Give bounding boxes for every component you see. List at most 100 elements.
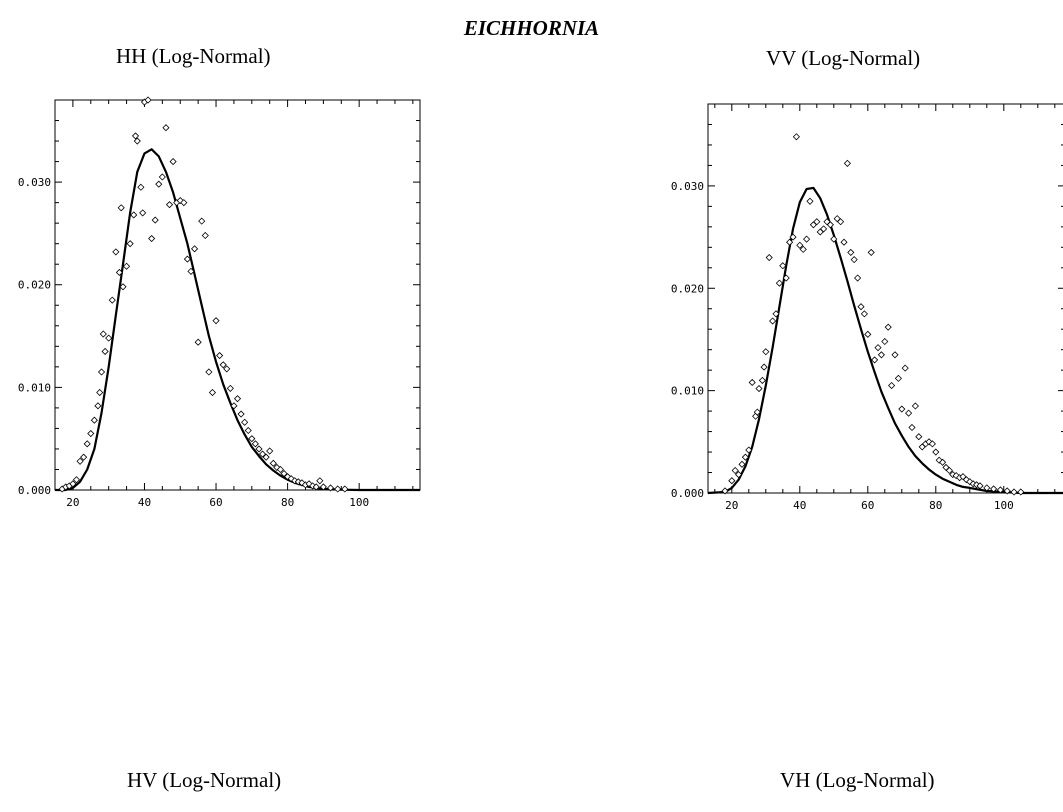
data-point [117, 204, 125, 212]
data-point [198, 217, 206, 225]
data-point [205, 368, 213, 376]
y-tick-label: 0.030 [671, 180, 704, 193]
data-point [112, 248, 120, 256]
data-point [877, 351, 885, 359]
data-point [180, 199, 188, 207]
x-tick-label: 60 [861, 499, 874, 512]
data-point [990, 485, 998, 493]
data-point [258, 450, 267, 458]
data-point [137, 183, 145, 191]
data-point [99, 330, 107, 338]
data-point [738, 460, 746, 468]
data-point [241, 418, 249, 426]
data-point [255, 445, 263, 453]
data-point [105, 334, 113, 342]
data-point [758, 376, 766, 384]
data-point [745, 446, 753, 454]
data-point [226, 384, 234, 392]
data-point [871, 356, 879, 364]
plot-frame [707, 103, 1063, 494]
data-point [857, 303, 865, 311]
x-tick-label: 20 [66, 496, 79, 509]
data-point [187, 267, 195, 275]
data-point [87, 429, 95, 438]
data-point [843, 159, 851, 167]
data-point [131, 132, 140, 140]
y-tick-label: 0.010 [18, 381, 51, 394]
data-point [190, 245, 199, 253]
data-point [996, 486, 1004, 494]
data-point [796, 241, 804, 249]
data-point [976, 482, 984, 490]
data-point [219, 361, 227, 369]
data-point [888, 381, 896, 390]
panel-title-vv: VV (Log-Normal) [766, 46, 921, 70]
x-tick-label: 40 [793, 499, 806, 512]
data-point [775, 279, 783, 287]
x-tick-label: 80 [281, 496, 294, 509]
fit-curve [707, 186, 1063, 495]
data-point [133, 137, 141, 145]
data-point [319, 483, 327, 491]
data-point [874, 344, 882, 352]
data-point [840, 238, 848, 246]
y-tick-label: 0.020 [671, 282, 704, 295]
data-point [803, 235, 811, 243]
data-point [251, 440, 259, 448]
data-point [101, 347, 109, 356]
data-point [769, 317, 777, 325]
y-tick-label: 0.020 [18, 279, 51, 292]
data-point [894, 374, 902, 382]
data-point [126, 240, 134, 248]
data-point [334, 485, 342, 493]
data-point [847, 248, 855, 256]
data-point [983, 484, 991, 492]
data-point [928, 440, 936, 448]
fit-curve [55, 148, 420, 492]
plot-frame [54, 99, 421, 491]
data-point [276, 465, 285, 474]
vv-plot: 20 40 60 80 100 0.000 0.010 0.020 0.030 [671, 103, 1063, 512]
panel-title-hv: HV (Log-Normal) [127, 768, 282, 792]
data-point [169, 158, 177, 166]
data-point [76, 457, 84, 465]
data-point [80, 453, 88, 461]
data-point [901, 364, 909, 372]
data-point [97, 368, 106, 376]
data-point [144, 96, 152, 104]
x-tick-label: 100 [349, 496, 369, 509]
data-point [820, 225, 828, 233]
panel-title-hh: HH (Log-Normal) [116, 44, 271, 68]
data-point [183, 255, 191, 263]
data-point [115, 268, 123, 276]
data-point [148, 234, 156, 243]
data-point [262, 453, 270, 461]
data-point [854, 274, 862, 282]
data-point [108, 296, 116, 304]
data-point [248, 435, 256, 443]
data-point [155, 180, 163, 188]
y-tick-label: 0.000 [18, 484, 51, 497]
y-tick-label: 0.010 [671, 385, 704, 398]
data-point [341, 485, 349, 493]
data-point [813, 218, 821, 226]
data-point [130, 211, 138, 219]
data-point [72, 476, 81, 484]
data-point [123, 262, 131, 270]
data-point [244, 426, 252, 435]
figure-title: EICHHORNIA [463, 16, 600, 40]
data-point [864, 330, 872, 338]
data-point [1010, 488, 1018, 496]
data-point [158, 173, 166, 181]
data-point [905, 409, 913, 417]
data-point [266, 447, 274, 455]
data-point [891, 351, 899, 359]
data-point [212, 317, 220, 325]
x-tick-label: 100 [994, 499, 1014, 512]
y-tick-label: 0.000 [671, 487, 704, 500]
data-point [830, 235, 838, 243]
data-point [741, 453, 749, 461]
data-point [83, 440, 91, 448]
data-point [316, 477, 324, 485]
data-point [911, 402, 919, 410]
